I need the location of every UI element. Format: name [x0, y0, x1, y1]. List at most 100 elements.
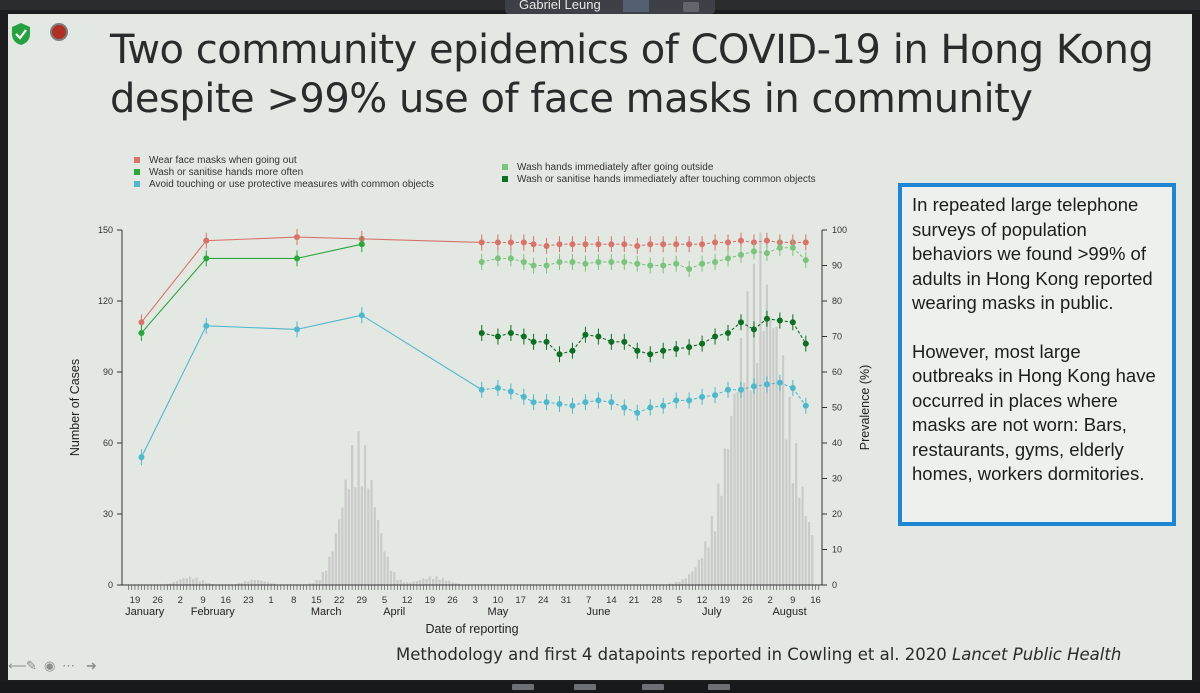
slide-title: Two community epidemics of COVID-19 in H…	[110, 26, 1170, 124]
data-point	[647, 351, 654, 358]
data-point	[294, 234, 300, 241]
data-point	[725, 329, 732, 336]
pen-icon[interactable]: ✎	[26, 658, 37, 673]
x-tick-label: 28	[651, 595, 662, 606]
case-bar	[804, 516, 807, 585]
x-tick-label: 23	[243, 595, 254, 606]
data-point	[582, 241, 589, 248]
axis-labels: Date of reporting Number of Cases Prevalen…	[68, 359, 872, 636]
presenter-avatar	[623, 0, 649, 12]
data-point	[763, 250, 770, 257]
data-point	[556, 241, 563, 248]
case-bar	[723, 448, 726, 585]
case-bar	[185, 578, 188, 585]
slides-icon[interactable]: ◉	[44, 658, 56, 673]
case-bar	[328, 556, 331, 585]
legend-label: Wear face masks when going out	[149, 155, 297, 166]
x-tick-label: 9	[790, 595, 795, 606]
data-point	[582, 399, 589, 406]
x-tick-label: 8	[291, 595, 296, 606]
title-line-2: despite >99% use of face masks in commun…	[110, 76, 1033, 122]
x-tick-label: 5	[382, 595, 387, 606]
data-point	[737, 237, 744, 244]
case-bar	[273, 583, 276, 585]
case-bar	[791, 483, 794, 585]
case-bar	[736, 391, 739, 585]
case-bar	[697, 559, 700, 585]
taskbar-app-3[interactable]	[642, 684, 664, 690]
arrow-right-icon[interactable]: ➜	[86, 658, 97, 673]
case-bar	[331, 551, 334, 585]
case-bar	[205, 582, 208, 585]
case-bar	[244, 580, 247, 585]
x-tick-label: 10	[493, 595, 504, 606]
case-bar	[772, 328, 775, 585]
x-tick-label: 2	[767, 595, 772, 606]
y-right-tick-label: 80	[832, 296, 842, 306]
legend-swatch	[134, 169, 140, 175]
case-bar	[457, 583, 461, 585]
data-point	[543, 399, 550, 406]
case-bar	[188, 576, 192, 585]
y-right-tick-label: 30	[832, 474, 842, 484]
case-bar	[739, 338, 743, 585]
case-bar	[367, 488, 370, 585]
case-bar	[354, 487, 357, 585]
data-point	[203, 322, 210, 329]
case-bar	[782, 355, 785, 585]
x-tick-label: 29	[357, 595, 368, 606]
record-icon[interactable]	[52, 25, 66, 39]
legend-swatch	[502, 176, 508, 182]
series-2	[138, 236, 365, 341]
data-point	[608, 399, 615, 406]
case-bar	[334, 533, 337, 585]
case-bar	[389, 570, 393, 585]
series-line-segment	[206, 236, 298, 242]
data-point	[582, 260, 589, 267]
data-point	[621, 404, 628, 411]
data-point	[520, 393, 527, 400]
data-point	[789, 319, 796, 326]
data-point	[358, 312, 365, 319]
case-bar	[247, 581, 250, 585]
presenter-tile[interactable]: Gabriel Leung	[505, 0, 715, 14]
series-line-segment	[296, 243, 362, 259]
y-right-tick-label: 60	[832, 367, 842, 377]
data-point	[569, 347, 576, 354]
data-point	[750, 326, 757, 333]
data-point	[608, 241, 615, 248]
y-right-tick-label: 20	[832, 509, 842, 519]
case-bar	[308, 583, 312, 585]
taskbar-app-1[interactable]	[512, 684, 534, 690]
legend-label: Wash or sanitise hands more often	[149, 167, 303, 178]
case-bar	[341, 507, 344, 585]
x-tick-label: 16	[220, 595, 231, 606]
data-point	[802, 257, 809, 264]
taskbar-app-4[interactable]	[708, 684, 730, 690]
arrow-left-icon[interactable]: ⟵	[8, 658, 27, 673]
y-left-tick-label: 60	[103, 438, 113, 448]
more-options-icon[interactable]: ⋯	[62, 658, 75, 673]
case-bar	[788, 396, 791, 585]
data-point	[634, 347, 641, 354]
x-tick-label: 31	[561, 595, 572, 606]
case-bar	[169, 583, 172, 585]
data-point	[621, 241, 628, 248]
series-0	[138, 229, 809, 331]
legend-swatch	[134, 157, 140, 163]
data-point	[621, 258, 628, 265]
data-point	[699, 241, 706, 248]
data-point	[543, 242, 550, 249]
x-tick-label: 7	[586, 595, 591, 606]
data-point	[582, 331, 589, 338]
microphone-icon[interactable]	[683, 2, 699, 12]
data-point	[737, 319, 744, 326]
case-bar	[402, 582, 406, 585]
data-point	[478, 329, 485, 336]
taskbar-app-2[interactable]	[574, 684, 596, 690]
case-bar	[749, 390, 752, 585]
shield-icon[interactable]	[10, 22, 32, 46]
y-left-tick-label: 90	[103, 367, 113, 377]
case-bar	[357, 431, 360, 585]
